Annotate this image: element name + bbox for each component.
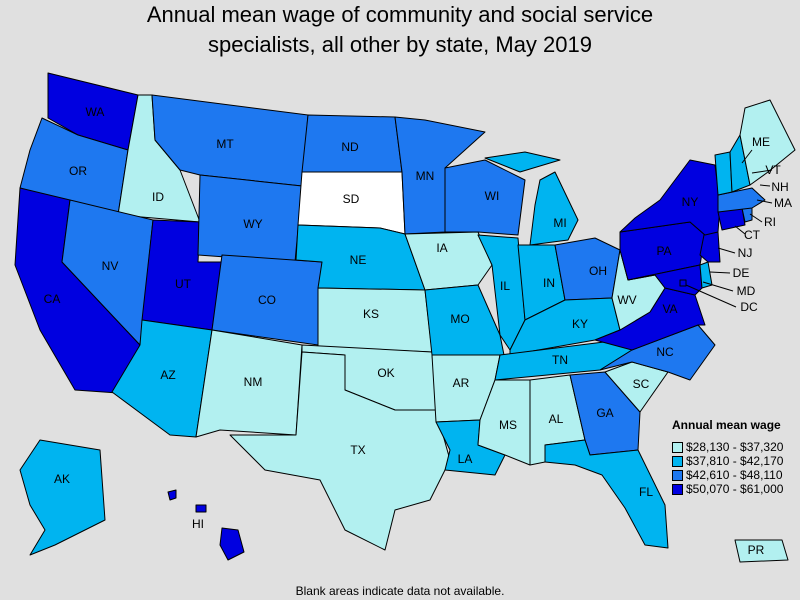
label-GA: GA [596, 406, 613, 420]
legend-swatch [672, 483, 683, 495]
label-PA: PA [656, 244, 671, 258]
label-MI: MI [553, 216, 566, 230]
label-NH: NH [771, 180, 788, 194]
label-AK: AK [54, 472, 70, 486]
label-SD: SD [343, 192, 360, 206]
label-WV: WV [617, 293, 636, 307]
title-line-1: Annual mean wage of community and social… [146, 2, 654, 27]
label-KS: KS [363, 307, 379, 321]
label-OR: OR [69, 164, 87, 178]
label-TX: TX [350, 443, 365, 457]
legend-title: Annual mean wage [672, 418, 781, 432]
label-OH: OH [589, 264, 607, 278]
label-WI: WI [485, 189, 500, 203]
label-NY: NY [682, 195, 699, 209]
legend-label: $42,610 - $48,110 [686, 468, 783, 482]
legend-label: $37,810 - $42,170 [686, 454, 784, 468]
label-MA: MA [774, 196, 792, 210]
label-DC: DC [740, 300, 758, 314]
legend-swatch [672, 455, 683, 467]
state-OH[interactable] [554, 237, 621, 301]
label-SC: SC [633, 377, 650, 391]
label-LA: LA [458, 452, 473, 466]
state-WI[interactable] [444, 159, 526, 236]
label-TN: TN [552, 353, 568, 367]
map-legend: Annual mean wage $28,130 - $37,320 $37,8… [672, 418, 798, 496]
label-VA: VA [662, 302, 677, 316]
state-AK[interactable] [19, 439, 106, 556]
state-VT[interactable] [714, 151, 733, 196]
label-IL: IL [500, 279, 510, 293]
state-MA[interactable] [717, 187, 766, 213]
label-FL: FL [639, 485, 653, 499]
legend-item: $50,070 - $61,000 [672, 482, 798, 496]
label-leader-lines [685, 149, 773, 308]
label-MN: MN [416, 169, 435, 183]
label-OK: OK [377, 366, 394, 380]
label-WY: WY [243, 217, 262, 231]
state-FL[interactable] [544, 439, 669, 549]
state-PR[interactable] [734, 539, 789, 563]
label-AL: AL [549, 412, 564, 426]
title-line-2: specialists, all other by state, May 201… [208, 32, 592, 57]
legend-swatch [672, 441, 683, 453]
label-PR: PR [748, 543, 765, 557]
label-NE: NE [350, 253, 367, 267]
label-NJ: NJ [738, 246, 753, 260]
state-NY[interactable] [619, 159, 721, 236]
label-AR: AR [453, 376, 470, 390]
label-CT: CT [744, 228, 761, 242]
legend-item: $37,810 - $42,170 [672, 454, 798, 468]
legend-label: $28,130 - $37,320 [686, 440, 784, 454]
label-NM: NM [244, 375, 263, 389]
legend-item: $42,610 - $48,110 [672, 468, 798, 482]
label-ND: ND [341, 140, 359, 154]
label-CA: CA [44, 292, 61, 306]
label-IA: IA [436, 241, 447, 255]
label-MT: MT [216, 137, 234, 151]
label-IN: IN [543, 276, 555, 290]
label-CO: CO [258, 293, 276, 307]
label-HI: HI [192, 517, 204, 531]
state-ME[interactable] [739, 99, 796, 186]
label-NV: NV [102, 259, 119, 273]
footnote: Blank areas indicate data not available. [295, 584, 505, 598]
label-ME: ME [752, 135, 770, 149]
label-RI: RI [764, 215, 776, 229]
state-NM[interactable] [195, 329, 303, 438]
label-VT: VT [765, 163, 781, 177]
label-MD: MD [737, 284, 756, 298]
label-MO: MO [450, 312, 469, 326]
label-MS: MS [499, 418, 517, 432]
state-HI[interactable] [167, 489, 245, 561]
label-UT: UT [175, 277, 192, 291]
label-WA: WA [86, 105, 105, 119]
legend-label: $50,070 - $61,000 [686, 482, 784, 496]
state-MO[interactable] [424, 284, 506, 361]
label-AZ: AZ [160, 368, 175, 382]
label-DE: DE [733, 266, 750, 280]
label-ID: ID [152, 190, 164, 204]
legend-item: $28,130 - $37,320 [672, 440, 798, 454]
state-DC[interactable] [679, 279, 687, 287]
label-NC: NC [656, 345, 674, 359]
state-MI[interactable] [484, 151, 579, 246]
state-TX[interactable] [229, 351, 451, 551]
legend-swatch [672, 469, 683, 481]
map-title: Annual mean wage of community and social… [0, 0, 800, 60]
label-KY: KY [572, 317, 588, 331]
